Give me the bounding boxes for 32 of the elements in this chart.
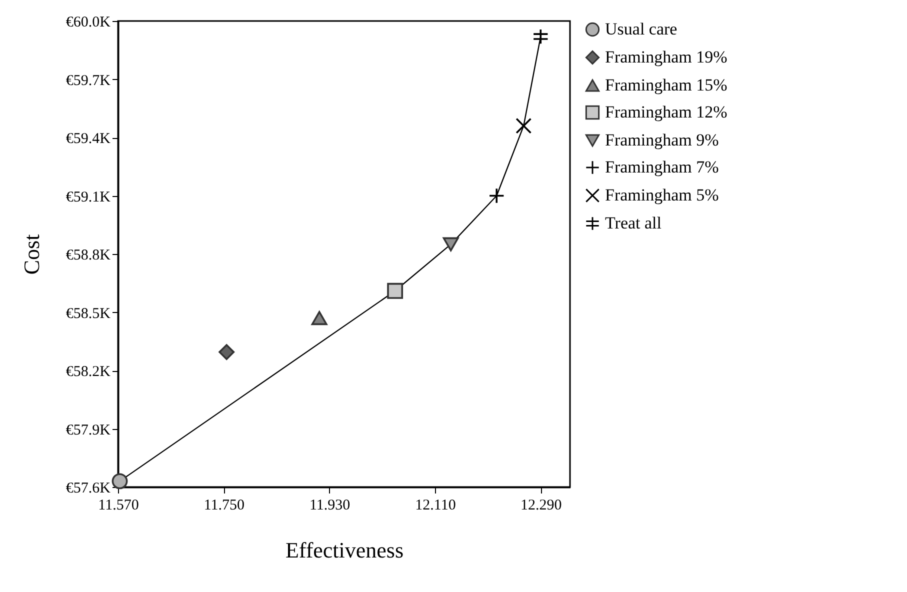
x-tick-label: 11.570	[98, 498, 139, 514]
legend-label: Framingham 15%	[605, 76, 728, 94]
y-tick-label: €58.8K	[66, 248, 111, 264]
x-tick-label: 12.110	[415, 498, 456, 514]
y-tick-label: €59.1K	[66, 189, 111, 206]
legend-label: Usual care	[605, 20, 678, 38]
legend-label: Framingham 12%	[605, 102, 728, 122]
y-tick-label: €57.6K	[66, 480, 111, 496]
legend-label: Framingham 9%	[605, 130, 719, 150]
x-axis-title: Effectiveness	[285, 538, 404, 562]
y-tick-label: €60.0K	[66, 14, 111, 30]
point	[488, 188, 505, 204]
y-tick-label: €58.2K	[66, 364, 111, 380]
y-tick-label: €59.4K	[66, 131, 111, 147]
point	[218, 344, 235, 360]
point	[516, 118, 532, 134]
x-tick-label: 11.930	[309, 498, 350, 514]
point	[311, 311, 328, 326]
legend-label: Framingham 7%	[605, 158, 719, 176]
point	[112, 473, 128, 490]
y-tick-label: €58.5K	[66, 306, 111, 322]
x-tick-label: 12.290	[520, 498, 562, 514]
y-axis-title: Cost	[18, 234, 44, 275]
point	[387, 282, 404, 299]
y-tick-label: €59.7K	[66, 72, 111, 89]
y-tick-label: €57.9K	[66, 422, 111, 438]
legend-label: Framingham 19%	[605, 48, 728, 66]
point	[532, 28, 549, 45]
legend-label: Treat all	[605, 214, 662, 232]
x-tick-label: 11.750	[204, 498, 245, 514]
legend-label: Framingham 5%	[605, 186, 719, 204]
point	[442, 237, 459, 252]
